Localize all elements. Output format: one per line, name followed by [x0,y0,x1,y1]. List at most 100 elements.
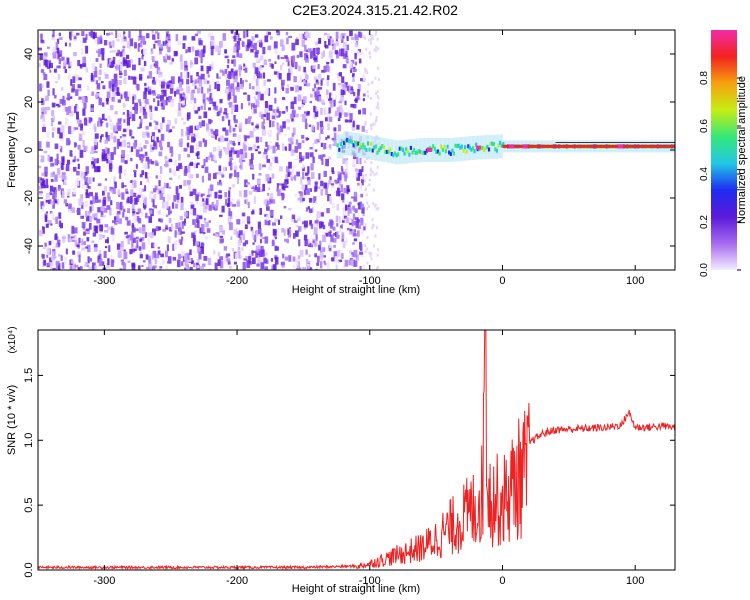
noise-speckle [299,33,303,40]
noise-speckle [51,121,54,127]
noise-speckle [377,66,380,70]
noise-speckle [280,39,284,47]
noise-speckle [68,66,71,69]
noise-speckle [41,107,45,114]
noise-speckle [198,141,202,147]
noise-speckle [332,82,336,91]
noise-speckle [39,83,43,92]
noise-speckle [285,106,288,112]
noise-speckle [52,193,56,200]
noise-speckle [334,256,338,264]
noise-speckle [179,88,184,92]
noise-speckle [352,120,355,128]
colorbar-label: Normalized spectral amplitude [736,76,748,224]
noise-speckle [85,177,88,180]
noise-speckle [39,191,43,194]
noise-speckle [77,84,82,89]
noise-speckle [93,243,98,248]
noise-speckle [138,265,141,270]
noise-speckle [208,118,212,125]
noise-speckle [244,152,248,159]
noise-speckle [198,115,202,119]
noise-speckle [277,183,282,186]
signal-core [444,149,448,154]
noise-speckle [53,256,57,259]
noise-speckle [103,185,107,192]
noise-speckle [181,103,185,108]
noise-speckle [263,118,266,124]
noise-speckle [377,47,380,51]
signal-core [460,144,463,149]
noise-speckle [189,100,193,104]
snr-frame [37,329,676,571]
noise-speckle [61,56,65,62]
noise-speckle [338,112,342,118]
noise-speckle [131,136,135,139]
noise-speckle [305,207,308,212]
noise-speckle [94,126,97,133]
noise-speckle [187,154,191,158]
noise-speckle [203,45,206,54]
noise-speckle [165,82,168,85]
noise-speckle [197,77,200,84]
noise-speckle [259,207,262,215]
noise-speckle [63,181,67,186]
noise-speckle [346,44,349,51]
noise-speckle [73,227,78,234]
noise-speckle [160,84,165,89]
noise-speckle [362,213,365,217]
noise-speckle [56,38,60,44]
signal-core [487,147,491,152]
noise-speckle [104,230,109,233]
noise-speckle [181,236,184,241]
y-tick-label: 20 [23,96,35,108]
noise-speckle [367,82,370,86]
noise-speckle [46,255,49,258]
noise-speckle [365,129,368,133]
snr-x-axis: -300 -200 -100 0 100 [93,330,644,587]
noise-speckle [207,156,211,161]
noise-speckle [104,118,108,121]
noise-speckle [227,142,231,150]
noise-speckle [180,202,184,210]
noise-speckle [57,263,61,270]
noise-speckle [214,262,218,270]
noise-speckle [183,147,188,152]
noise-speckle [208,107,211,111]
noise-speckle [314,111,319,117]
noise-speckle [314,220,319,224]
noise-speckle [214,134,217,140]
noise-speckle [123,128,127,133]
noise-speckle [195,241,200,246]
noise-speckle [159,193,164,200]
signal-core [387,149,390,154]
noise-speckle [320,79,323,86]
noise-speckle [319,120,324,127]
signal-halo [489,135,492,159]
noise-speckle [352,242,355,245]
noise-speckle [360,255,364,258]
noise-speckle [90,72,93,81]
noise-speckle [307,110,310,115]
noise-speckle [299,159,303,163]
noise-speckle [165,99,168,106]
noise-speckle [123,36,127,42]
noise-speckle [194,133,199,138]
noise-speckle [302,267,307,270]
signal-core [400,146,403,151]
noise-speckle [52,251,55,259]
noise-speckle [38,47,42,51]
noise-speckle [132,94,137,100]
noise-speckle [234,150,237,154]
noise-speckle [164,227,169,230]
noise-speckle [97,36,101,45]
noise-speckle [110,200,113,206]
noise-speckle [128,59,131,68]
noise-speckle [57,104,61,108]
noise-speckle [238,230,243,236]
noise-speckle [262,183,265,192]
noise-speckle [304,122,308,130]
noise-speckle [315,233,318,241]
noise-speckle [203,220,206,224]
noise-speckle [274,257,279,265]
